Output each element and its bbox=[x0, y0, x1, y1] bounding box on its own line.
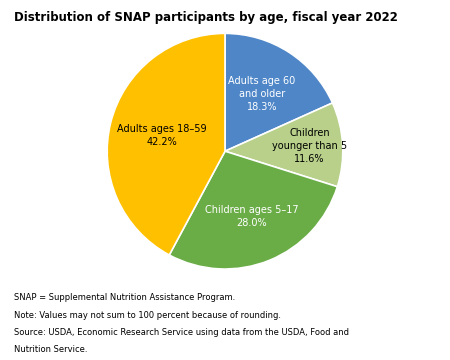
Text: Adults ages 18–59
42.2%: Adults ages 18–59 42.2% bbox=[117, 124, 207, 147]
Text: Source: USDA, Economic Research Service using data from the USDA, Food and: Source: USDA, Economic Research Service … bbox=[14, 328, 348, 337]
Text: Children
younger than 5
11.6%: Children younger than 5 11.6% bbox=[272, 129, 347, 164]
Wedge shape bbox=[107, 33, 225, 255]
Text: SNAP = Supplemental Nutrition Assistance Program.: SNAP = Supplemental Nutrition Assistance… bbox=[14, 293, 235, 302]
Text: Note: Values may not sum to 100 percent because of rounding.: Note: Values may not sum to 100 percent … bbox=[14, 311, 280, 320]
Text: Nutrition Service.: Nutrition Service. bbox=[14, 345, 87, 354]
Wedge shape bbox=[225, 103, 343, 187]
Text: Distribution of SNAP participants by age, fiscal year 2022: Distribution of SNAP participants by age… bbox=[14, 11, 397, 24]
Wedge shape bbox=[225, 33, 333, 151]
Text: Adults age 60
and older
18.3%: Adults age 60 and older 18.3% bbox=[229, 76, 296, 112]
Text: Children ages 5–17
28.0%: Children ages 5–17 28.0% bbox=[205, 205, 298, 228]
Wedge shape bbox=[169, 151, 338, 269]
